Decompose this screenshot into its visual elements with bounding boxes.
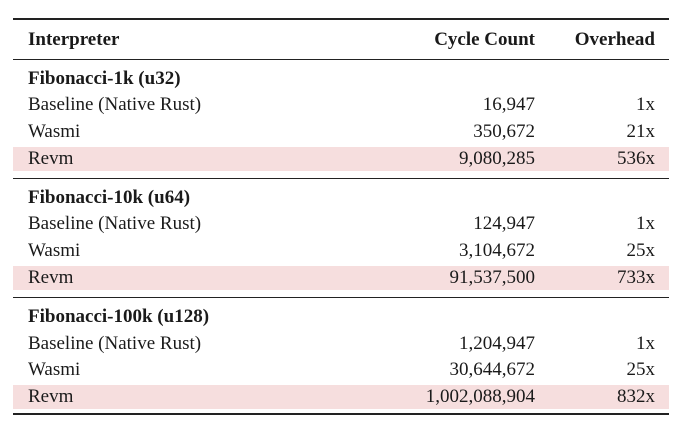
cycle-count-cell: 3,104,672 <box>459 240 535 261</box>
overhead-cell: 1x <box>636 333 655 354</box>
overhead-cell: 733x <box>617 267 655 288</box>
table-header-row: Interpreter Cycle Count Overhead <box>13 28 669 52</box>
overhead-cell: 1x <box>636 213 655 234</box>
interpreter-cell: Wasmi <box>28 121 81 142</box>
table-row: Wasmi 350,672 21x <box>13 120 669 144</box>
table-row: Baseline (Native Rust) 124,947 1x <box>13 212 669 236</box>
overhead-cell: 25x <box>626 359 656 380</box>
group-divider <box>13 297 669 298</box>
table-row: Baseline (Native Rust) 1,204,947 1x <box>13 332 669 356</box>
table-row-highlighted: Revm 1,002,088,904 832x <box>13 385 669 409</box>
interpreter-cell: Revm <box>28 267 74 288</box>
table-row: Wasmi 3,104,672 25x <box>13 239 669 263</box>
cycle-count-cell: 91,537,500 <box>449 267 536 288</box>
interpreter-cell: Baseline (Native Rust) <box>28 333 202 354</box>
interpreter-cell: Revm <box>28 386 74 407</box>
group-divider <box>13 178 669 179</box>
cycle-count-cell: 9,080,285 <box>459 148 535 169</box>
cycle-count-cell: 16,947 <box>482 94 535 115</box>
interpreter-cell: Baseline (Native Rust) <box>28 213 202 234</box>
cycle-count-cell: 1,002,088,904 <box>425 386 535 407</box>
group-title: Fibonacci-1k (u32) <box>28 68 181 89</box>
table-row: Baseline (Native Rust) 16,947 1x <box>13 93 669 117</box>
table-top-rule <box>13 18 669 20</box>
header-interpreter: Interpreter <box>28 29 120 50</box>
cycle-count-cell: 350,672 <box>473 121 535 142</box>
overhead-cell: 832x <box>617 386 655 407</box>
overhead-cell: 1x <box>636 94 655 115</box>
cycle-count-cell: 30,644,672 <box>449 359 536 380</box>
table-row-highlighted: Revm 91,537,500 733x <box>13 266 669 290</box>
interpreter-cell: Baseline (Native Rust) <box>28 94 202 115</box>
header-cycle-count: Cycle Count <box>434 29 535 50</box>
interpreter-cell: Revm <box>28 148 74 169</box>
overhead-cell: 536x <box>617 148 655 169</box>
overhead-cell: 25x <box>626 240 656 261</box>
group-title: Fibonacci-10k (u64) <box>28 187 191 208</box>
interpreter-cell: Wasmi <box>28 359 81 380</box>
cycle-count-cell: 1,204,947 <box>459 333 535 354</box>
table-row: Wasmi 30,644,672 25x <box>13 358 669 382</box>
overhead-cell: 21x <box>626 121 656 142</box>
cycle-count-cell: 124,947 <box>473 213 535 234</box>
header-rule <box>13 59 669 60</box>
header-overhead: Overhead <box>574 29 655 50</box>
table-row-highlighted: Revm 9,080,285 536x <box>13 147 669 171</box>
table-bottom-rule <box>13 413 669 415</box>
interpreter-cell: Wasmi <box>28 240 81 261</box>
group-title: Fibonacci-100k (u128) <box>28 306 210 327</box>
